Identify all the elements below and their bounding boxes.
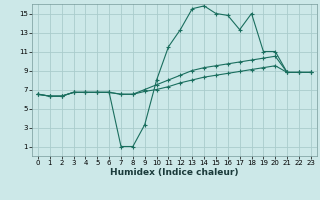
X-axis label: Humidex (Indice chaleur): Humidex (Indice chaleur) [110, 168, 239, 177]
